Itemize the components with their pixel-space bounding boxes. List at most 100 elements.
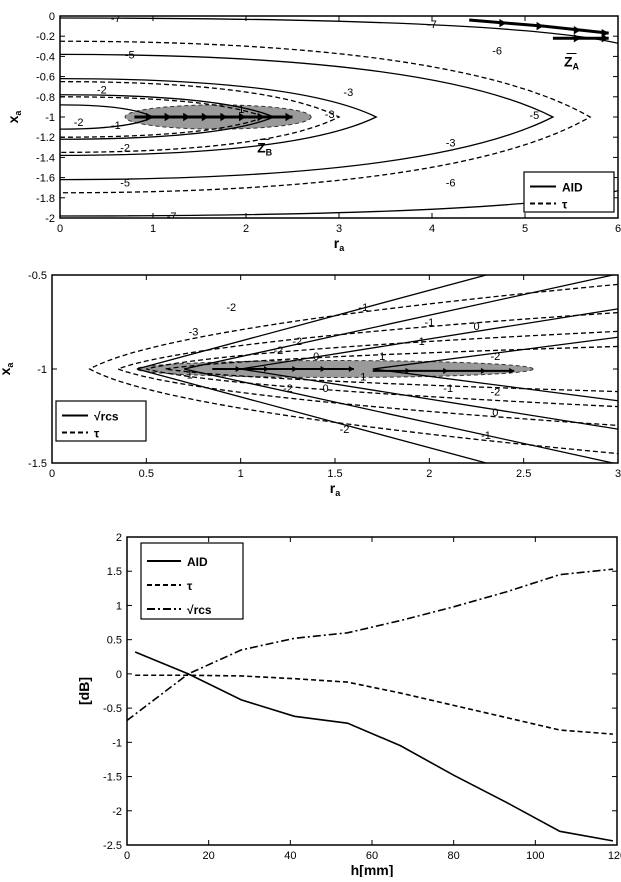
contour-line [146,330,618,408]
y-tick-label: 1.5 [107,566,122,578]
y-tick-label: 0 [49,11,55,23]
contour-line [116,311,618,427]
contour-label: -6 [446,178,456,190]
contour-label: -2 [490,351,500,363]
contour-label: -3 [343,87,353,99]
contour-label: -2 [292,336,302,348]
contour-label: -7 [111,13,121,25]
contour-line [60,53,555,181]
contour-label: -2 [490,387,500,399]
trajectory-arrow [443,367,449,374]
contour-label: 0 [323,383,329,395]
trajectory-arrow [405,367,411,374]
y-tick-label: -0.8 [36,92,55,104]
y-tick-label: -0.4 [36,51,55,63]
legend-box [140,542,244,620]
x-tick-label: 100 [526,850,544,862]
trajectory-arrow [183,112,191,122]
trajectory-arrow [201,112,209,122]
y-tick-label: -1 [112,737,122,749]
x-tick-label: 60 [366,850,378,862]
series-line [135,674,613,735]
legend-label: √rcs [187,603,212,617]
x-tick-label: 0 [124,850,130,862]
trajectory-arrow [573,25,581,35]
y-tick-label: -0.5 [28,270,47,282]
y-tick-label: -1.2 [36,132,55,144]
x-tick-label: 0 [57,223,63,235]
legend: AID τ [523,171,615,213]
contour-line [60,77,378,157]
trajectory-arrow [320,366,326,372]
contour-label: -2 [283,383,293,395]
contour-label: 0 [473,321,479,333]
y-tick-label: 0 [116,669,122,681]
contour-line [60,40,592,194]
x-tick-label: 1 [150,223,156,235]
contour-label: -2 [226,302,236,314]
chart-2: -2 -1-3-2-1 0-1-2 0 1 -2-1 1-2 0 -1 -20-2 -10 0.5 1 1… [0,270,621,498]
y-tick-label: -1.5 [28,458,47,470]
contour-label: -3 [325,109,335,121]
x-tick-label: 120 [608,850,621,862]
y-tick-label: -1.6 [36,173,55,185]
trajectory-arrow [235,366,241,372]
trajectory-arrow [292,366,298,372]
trajectory-arrow [601,34,609,43]
y-tick-label: -2 [45,213,55,225]
x-tick-label: 80 [448,850,460,862]
x-tick-label: 2 [426,468,432,480]
vector-label: ZA [564,54,580,72]
contour-line [136,275,489,463]
contour-label: 0 [313,351,319,363]
contour-label: -3 [189,326,199,338]
legend-label: τ [94,427,100,441]
vector-label: ZB [257,139,273,157]
contour-line [165,345,618,393]
contour-label: -1 [183,370,193,382]
trajectory-arrow [499,18,507,28]
contour-label: -2 [120,142,130,154]
y-tick-label: -1.5 [103,772,122,784]
contour-label: -1 [424,317,434,329]
contour-label: -2 [340,424,350,436]
y-tick-label: -2 [112,806,122,818]
x-tick-label: 1 [238,468,244,480]
trajectory-arrow [257,112,265,122]
contour-label: -2 [74,117,84,129]
y-tick-label: 0.5 [107,635,122,647]
x-tick-label: 2.5 [516,468,531,480]
plot-area: -2 -1-3-2-1 0-1-2 0 1 -2-1 1-2 0 -1 -20-2 -1 [88,275,618,463]
y-tick-label: -1 [37,364,47,376]
series-line [134,651,614,842]
contour-line [183,275,616,463]
trajectory-arrow [536,21,544,31]
y-tick-label: -2.5 [103,840,122,852]
x-axis-label: ra [330,480,341,498]
contour-line [60,17,618,44]
contour-line [88,283,618,455]
contour-label: -1 [415,336,425,348]
contour-label: -1 [111,120,121,132]
contour-label: 1 [379,351,385,363]
x-tick-label: 40 [284,850,296,862]
y-tick-label: -0.6 [36,72,55,84]
trajectory-arrow [164,112,172,122]
y-axis-label: xa [5,110,23,124]
legend-label: AID [562,181,583,195]
y-tick-label: -1.8 [36,193,55,205]
y-tick-label: 1 [116,600,122,612]
y-tick-label: -1.4 [36,152,55,164]
contour-label: -6 [492,45,502,57]
x-tick-label: 3 [336,223,342,235]
trajectory-arrow [348,366,354,372]
contour-label: 0 [492,407,498,419]
x-tick-label: 2 [243,223,249,235]
y-tick-label: 2 [116,532,122,544]
contour-label: -7 [167,211,177,223]
y-tick-label: -0.5 [103,703,122,715]
contour-line [372,336,618,402]
legend-label: AID [187,555,208,569]
